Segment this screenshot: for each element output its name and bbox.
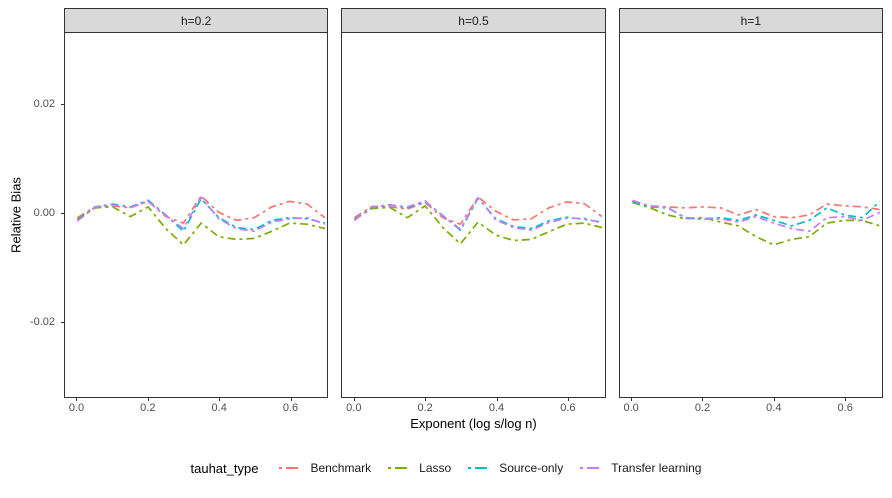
series-line-transfer-learning [631, 199, 880, 233]
x-tick-label: 0.0 [68, 402, 85, 414]
x-tick-label: 0.4 [211, 402, 227, 414]
y-tick-label: 0.02 [33, 97, 55, 110]
x-tick-label: 0.6 [282, 402, 299, 414]
x-axis: 0.0 0.2 0.4 0.6 [64, 398, 328, 418]
lines-svg [76, 195, 326, 246]
x-tick-label: 0.4 [488, 402, 505, 414]
legend-key-line-icon [279, 467, 304, 469]
x-tick-mark [219, 398, 221, 401]
x-tick-label: 0.4 [766, 402, 782, 414]
x-tick-mark [773, 398, 775, 401]
facet-h1: h=1 0.0 0.2 0.4 0.6 [618, 8, 883, 418]
x-tick-mark [147, 398, 149, 401]
legend-item-transfer-learning: Transfer learning [579, 461, 701, 475]
facet-strip: h=0.5 [341, 8, 606, 33]
y-tick-mark [61, 212, 64, 214]
legend-label: Lasso [419, 461, 452, 475]
facets: h=0.2 0.0 0.2 0.4 0.6 h=0.5 0.0 0.2 0.4 0.6 h=1 0.0… [64, 8, 883, 418]
series-line-transfer-learning [354, 196, 603, 232]
legend: tauhat_type Benchmark Lasso Source-only Tra… [0, 452, 892, 484]
series-line-lasso [631, 201, 880, 246]
x-axis: 0.0 0.2 0.4 0.6 [341, 398, 605, 418]
x-tick-mark [845, 398, 847, 401]
x-tick-mark [290, 398, 292, 401]
lines-svg [631, 199, 881, 246]
facet-label: h=0.5 [458, 13, 489, 28]
legend-label: Benchmark [310, 461, 372, 475]
x-tick-label: 0.2 [417, 402, 433, 414]
x-axis: 0.0 0.2 0.4 0.6 [619, 398, 883, 418]
x-axis-title: Exponent (log s/log n) [410, 416, 537, 431]
legend-key-line-icon [468, 467, 493, 469]
y-axis: 0.02 0.00 -0.02 [0, 33, 64, 398]
x-tick-mark [631, 398, 633, 401]
facet-h0.5: h=0.5 0.0 0.2 0.4 0.6 [341, 8, 606, 418]
legend-key-line-icon [388, 467, 413, 469]
series-line-source-only [631, 200, 881, 227]
x-tick-label: 0.2 [140, 402, 156, 414]
plot-panel [341, 33, 606, 398]
x-tick-mark [425, 398, 427, 401]
legend-item-source-only: Source-only [467, 461, 563, 475]
x-tick-mark [76, 398, 78, 401]
legend-item-benchmark: Benchmark [278, 461, 371, 475]
x-tick-label: 0.0 [623, 402, 639, 414]
x-tick-label: 0.6 [837, 402, 853, 414]
facet-label: h=0.2 [180, 13, 212, 28]
y-tick-mark [61, 103, 64, 105]
x-tick-mark [353, 398, 355, 401]
x-tick-label: 0.6 [560, 402, 576, 414]
lines-svg [354, 196, 603, 245]
series-line-benchmark [354, 196, 603, 226]
legend-label: Source-only [499, 461, 564, 475]
series-line-transfer-learning [76, 196, 326, 233]
legend-title: tauhat_type [190, 460, 259, 476]
x-tick-mark [567, 398, 569, 401]
plot-panel [618, 33, 883, 398]
legend-key-line-icon [580, 467, 605, 469]
facet-h0.2: h=0.2 0.0 0.2 0.4 0.6 [64, 8, 329, 418]
plot-panel [64, 33, 329, 398]
x-tick-label: 0.0 [346, 402, 362, 414]
series-line-lasso [76, 206, 326, 246]
y-tick-label: -0.02 [29, 315, 55, 328]
y-tick-label: 0.00 [33, 206, 55, 219]
series-line-benchmark [631, 200, 880, 219]
facet-label: h=1 [740, 13, 761, 28]
series-line-benchmark [76, 195, 326, 224]
x-tick-mark [702, 398, 704, 401]
legend-item-lasso: Lasso [387, 461, 451, 475]
x-tick-mark [496, 398, 498, 401]
x-tick-label: 0.2 [694, 402, 711, 414]
facet-strip: h=1 [618, 8, 883, 33]
facet-strip: h=0.2 [64, 8, 329, 33]
series-line-lasso [354, 204, 603, 245]
legend-label: Transfer learning [611, 461, 702, 475]
y-tick-mark [61, 321, 64, 323]
series-line-source-only [76, 197, 326, 233]
